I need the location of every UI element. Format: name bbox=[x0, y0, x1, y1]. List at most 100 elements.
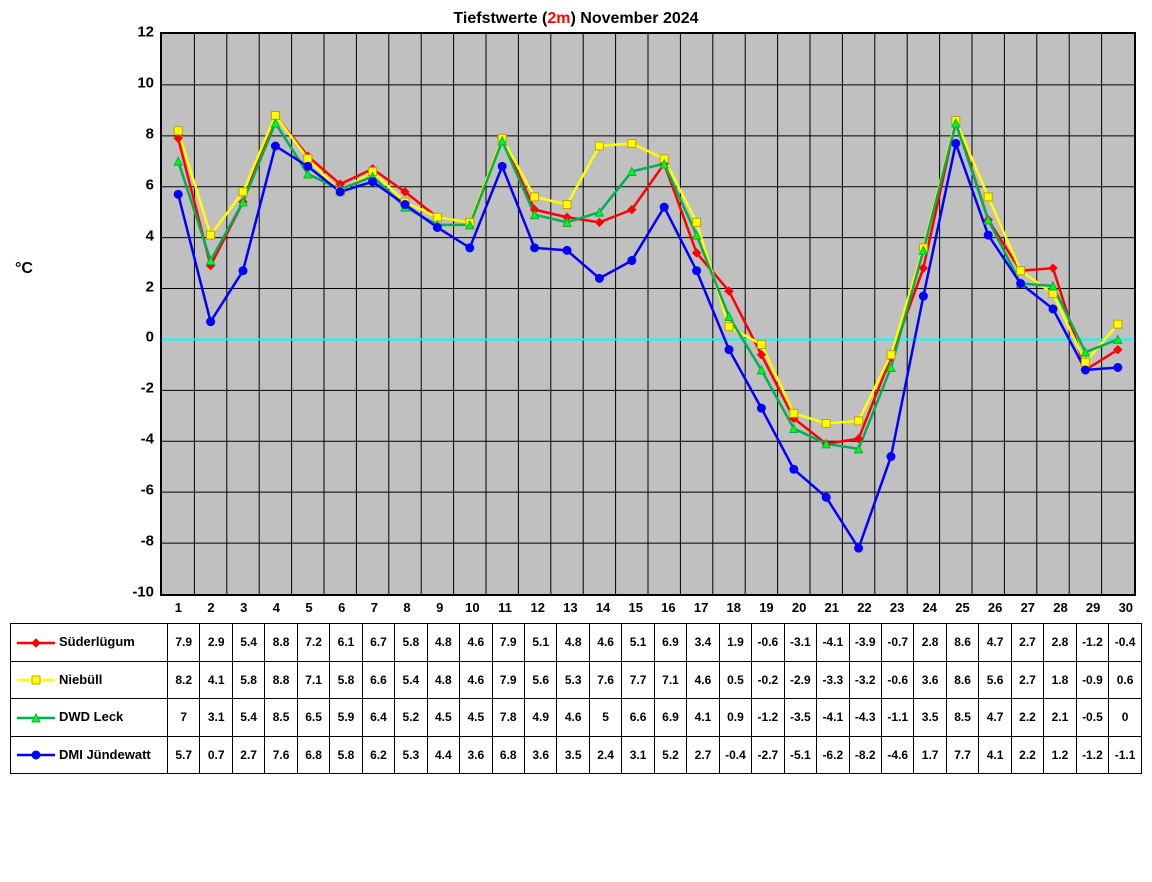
x-tick-label: 21 bbox=[815, 596, 848, 621]
data-cell: 4.4 bbox=[427, 736, 459, 774]
data-cell: 8.8 bbox=[265, 624, 297, 662]
title-prefix: Tiefstwerte ( bbox=[453, 10, 547, 27]
data-cell: 4.6 bbox=[460, 624, 492, 662]
x-tick-label: 13 bbox=[554, 596, 587, 621]
data-cell: 4.7 bbox=[979, 699, 1011, 737]
y-tick-label: 6 bbox=[146, 176, 154, 193]
data-cell: 3.4 bbox=[687, 624, 719, 662]
data-cell: -3.3 bbox=[817, 661, 849, 699]
data-cell: 6.7 bbox=[362, 624, 394, 662]
x-tick-label: 4 bbox=[260, 596, 293, 621]
data-cell: 7.7 bbox=[946, 736, 978, 774]
x-tick-label: 25 bbox=[946, 596, 979, 621]
y-axis: 121086420-2-4-6-8-10 bbox=[10, 32, 160, 592]
x-tick-label: 7 bbox=[358, 596, 391, 621]
data-cell: 4.5 bbox=[427, 699, 459, 737]
data-cell: 5 bbox=[589, 699, 621, 737]
x-tick-label: 14 bbox=[587, 596, 620, 621]
data-cell: -3.5 bbox=[784, 699, 816, 737]
data-cell: 5.4 bbox=[232, 699, 264, 737]
x-tick-label: 17 bbox=[685, 596, 718, 621]
data-cell: 6.5 bbox=[297, 699, 329, 737]
chart-title: Tiefstwerte (2m) November 2024 bbox=[10, 10, 1142, 28]
data-cell: 2.9 bbox=[200, 624, 232, 662]
data-cell: -2.9 bbox=[784, 661, 816, 699]
data-cell: 2.8 bbox=[1044, 624, 1076, 662]
y-tick-label: 4 bbox=[146, 227, 154, 244]
data-cell: 3.6 bbox=[914, 661, 946, 699]
data-cell: 4.5 bbox=[460, 699, 492, 737]
data-cell: -0.4 bbox=[719, 736, 751, 774]
data-cell: 2.2 bbox=[1011, 699, 1043, 737]
data-cell: 6.2 bbox=[362, 736, 394, 774]
y-tick-label: 12 bbox=[137, 24, 154, 41]
data-cell: 8.2 bbox=[168, 661, 200, 699]
data-cell: 7.1 bbox=[297, 661, 329, 699]
data-cell: 0.6 bbox=[1109, 661, 1142, 699]
data-cell: 8.8 bbox=[265, 661, 297, 699]
title-highlight: 2m bbox=[547, 10, 570, 27]
gridlines bbox=[162, 34, 1134, 594]
table-row: Niebüll8.24.15.88.87.15.86.65.44.84.67.9… bbox=[11, 661, 1142, 699]
x-tick-label: 9 bbox=[423, 596, 456, 621]
data-cell: 5.2 bbox=[654, 736, 686, 774]
data-cell: 5.8 bbox=[232, 661, 264, 699]
data-cell: 3.5 bbox=[914, 699, 946, 737]
data-cell: 7.6 bbox=[265, 736, 297, 774]
x-tick-label: 19 bbox=[750, 596, 783, 621]
y-tick-label: 2 bbox=[146, 278, 154, 295]
x-tick-label: 6 bbox=[325, 596, 358, 621]
data-cell: 7.9 bbox=[492, 661, 524, 699]
y-tick-label: -10 bbox=[132, 584, 154, 601]
series-name: DMI Jündewatt bbox=[59, 747, 151, 762]
data-cell: 7.8 bbox=[492, 699, 524, 737]
x-tick-label: 2 bbox=[195, 596, 228, 621]
data-cell: 5.8 bbox=[330, 661, 362, 699]
data-cell: 7.9 bbox=[492, 624, 524, 662]
x-tick-label: 23 bbox=[881, 596, 914, 621]
data-cell: 2.7 bbox=[687, 736, 719, 774]
data-cell: 0.5 bbox=[719, 661, 751, 699]
data-cell: 2.7 bbox=[232, 736, 264, 774]
data-cell: 5.7 bbox=[168, 736, 200, 774]
data-cell: 6.8 bbox=[297, 736, 329, 774]
data-cell: 4.8 bbox=[427, 661, 459, 699]
chart-container: Tiefstwerte (2m) November 2024 °C 121086… bbox=[10, 10, 1142, 774]
data-cell: 5.3 bbox=[557, 661, 589, 699]
data-cell: 5.1 bbox=[524, 624, 556, 662]
data-cell: 6.6 bbox=[622, 699, 654, 737]
data-cell: 5.8 bbox=[395, 624, 427, 662]
data-cell: -0.2 bbox=[752, 661, 784, 699]
x-tick-label: 12 bbox=[521, 596, 554, 621]
data-cell: 7 bbox=[168, 699, 200, 737]
x-tick-label: 27 bbox=[1011, 596, 1044, 621]
data-cell: 2.2 bbox=[1011, 736, 1043, 774]
data-cell: -4.3 bbox=[849, 699, 881, 737]
data-cell: -0.6 bbox=[752, 624, 784, 662]
data-cell: 5.3 bbox=[395, 736, 427, 774]
y-tick-label: 10 bbox=[137, 74, 154, 91]
x-tick-label: 26 bbox=[979, 596, 1012, 621]
data-cell: 5.9 bbox=[330, 699, 362, 737]
data-cell: 2.4 bbox=[589, 736, 621, 774]
data-cell: -0.9 bbox=[1076, 661, 1108, 699]
data-cell: 3.6 bbox=[460, 736, 492, 774]
y-tick-label: -8 bbox=[141, 533, 154, 550]
x-tick-label: 11 bbox=[489, 596, 522, 621]
x-tick-label: 22 bbox=[848, 596, 881, 621]
data-cell: 4.1 bbox=[687, 699, 719, 737]
data-cell: -5.1 bbox=[784, 736, 816, 774]
data-cell: 5.2 bbox=[395, 699, 427, 737]
data-cell: -4.6 bbox=[881, 736, 913, 774]
data-cell: 6.1 bbox=[330, 624, 362, 662]
data-cell: -6.2 bbox=[817, 736, 849, 774]
data-cell: -2.7 bbox=[752, 736, 784, 774]
data-cell: 5.8 bbox=[330, 736, 362, 774]
data-cell: -0.5 bbox=[1076, 699, 1108, 737]
data-cell: 4.9 bbox=[524, 699, 556, 737]
legend-cell: Süderlügum bbox=[11, 624, 168, 662]
x-tick-label: 20 bbox=[783, 596, 816, 621]
data-cell: 5.6 bbox=[979, 661, 1011, 699]
data-cell: 8.6 bbox=[946, 624, 978, 662]
y-tick-label: -4 bbox=[141, 431, 154, 448]
